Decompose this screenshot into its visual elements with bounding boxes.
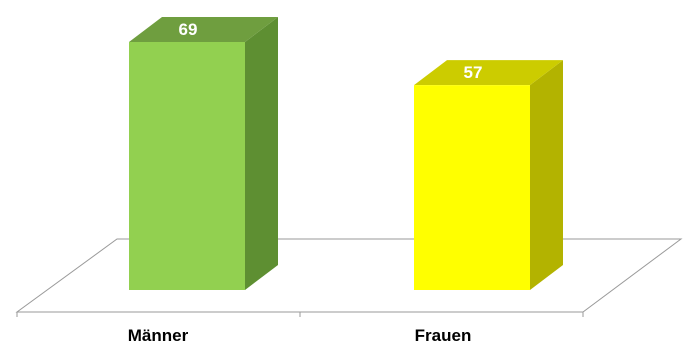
bars-group: 69 57 xyxy=(129,17,563,291)
category-label-frauen: Frauen xyxy=(415,326,472,345)
value-label-maenner: 69 xyxy=(179,20,198,39)
chart-floor xyxy=(15,238,683,313)
bar-frauen xyxy=(414,85,530,290)
bar-top-frauen xyxy=(414,60,563,86)
bar-side-maenner xyxy=(245,17,278,290)
bar-maenner xyxy=(129,42,245,290)
bar-side-frauen xyxy=(530,60,563,291)
value-label-frauen: 57 xyxy=(464,63,483,82)
category-label-maenner: Männer xyxy=(128,326,189,345)
bar-top-maenner xyxy=(129,17,278,42)
